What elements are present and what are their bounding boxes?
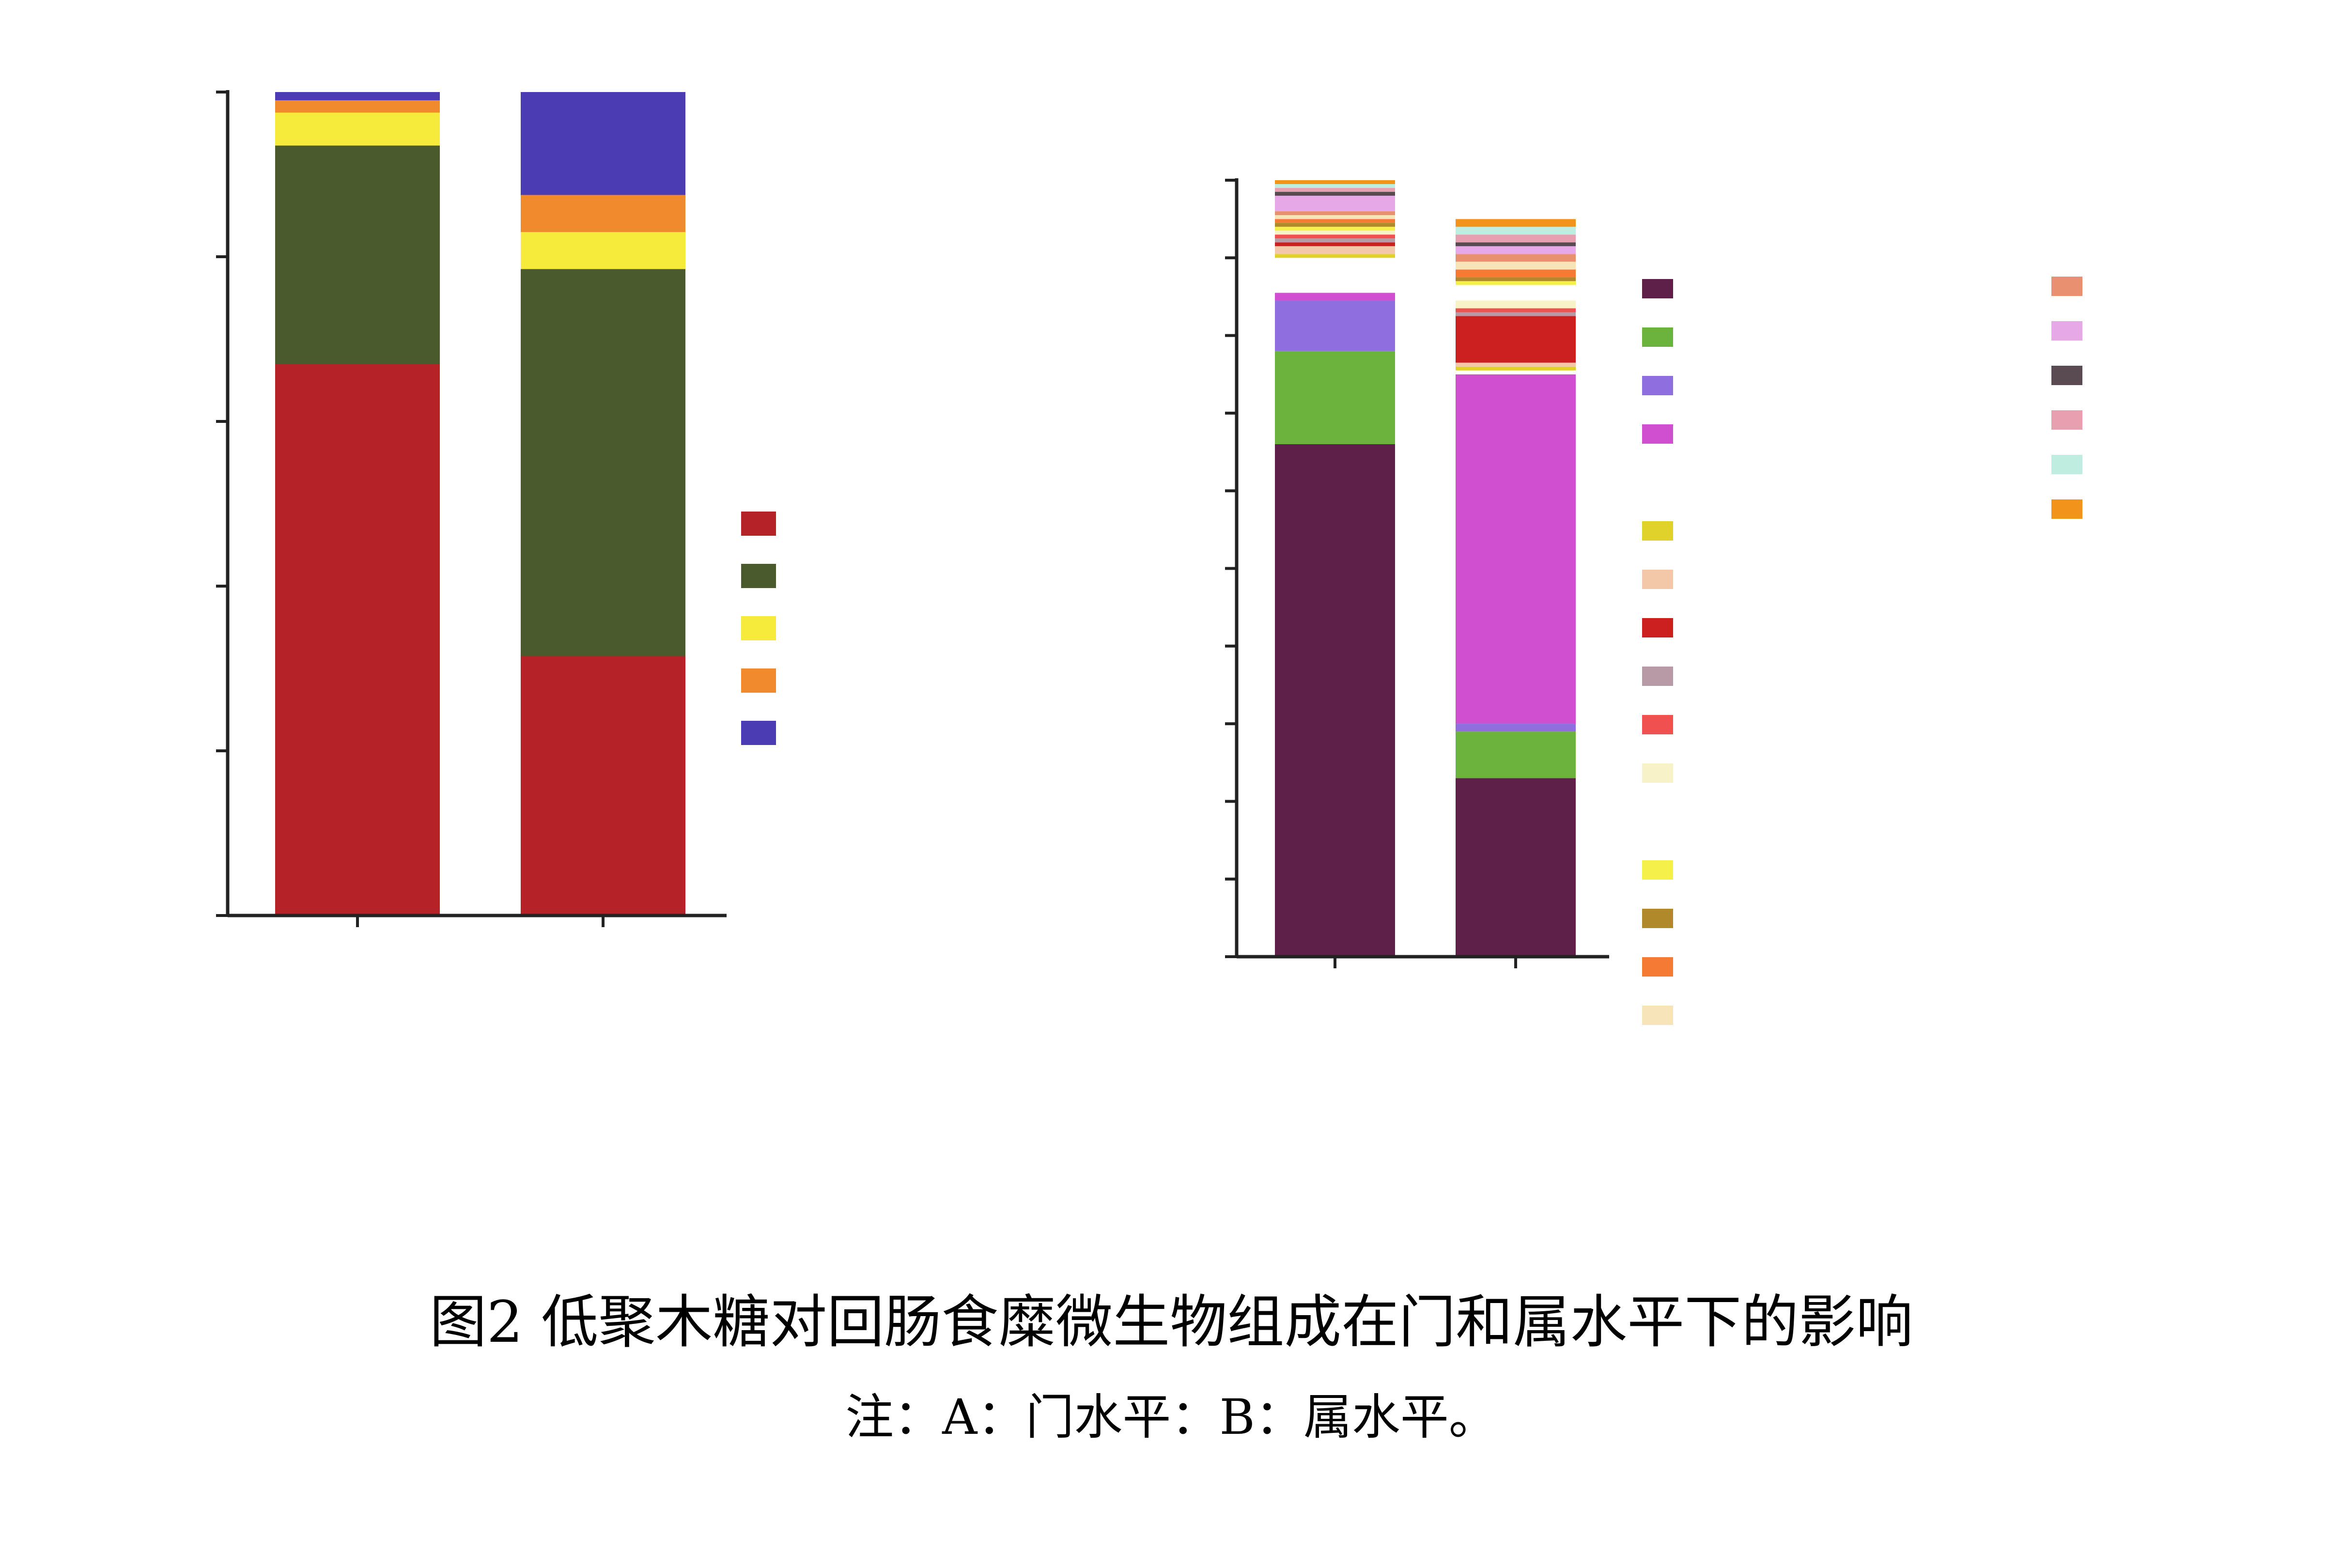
bar-segment-X-actinobacteria xyxy=(521,195,685,232)
legend-swatch-oscillospira xyxy=(2051,455,2082,474)
legend-swatch-propionibacterium xyxy=(1642,715,1673,734)
bar-segment-X-proteobacteria xyxy=(521,269,685,656)
chart-a xyxy=(216,90,776,927)
bar-segment-X-pothia xyxy=(1456,366,1576,371)
bar-segment-C-others xyxy=(275,112,440,146)
bar-segment-X-oscillospira xyxy=(1456,227,1576,235)
bar-segment-C-propionibacterium xyxy=(1275,234,1395,239)
legend-swatch-clostridium xyxy=(1642,667,1673,686)
bar-segment-C-roseburia xyxy=(1275,192,1395,196)
bar-segment-X-bacteroidetes xyxy=(521,92,685,195)
legend-swatch-staphylococcus xyxy=(1642,909,1673,928)
bar-segment-C-halomonas xyxy=(1275,293,1395,301)
legend-swatch-aggregatibacter xyxy=(1642,570,1673,589)
legend-swatch-firmicutes xyxy=(741,512,776,536)
bar-segment-C-weissella xyxy=(1275,215,1395,219)
legend-swatch-weissella xyxy=(1642,1006,1673,1025)
legend-swatch-corynebacterium xyxy=(1642,860,1673,880)
bar-segment-X-others xyxy=(521,232,685,269)
bar-segment-C-lactobacillus xyxy=(1275,258,1395,293)
figure-caption: 图2 低聚木糖对回肠食糜微生物组成在门和属水平下的影响 xyxy=(430,1289,1913,1355)
legend-swatch-halomonas xyxy=(1642,424,1673,444)
bar-segment-X-streptococcus xyxy=(1456,731,1576,778)
bar-segment-X-eubacterium xyxy=(1456,219,1576,227)
bar-segment-C-bacillus xyxy=(1275,231,1395,235)
bar-segment-X-megasphaera xyxy=(1456,234,1576,243)
legend-swatch-actinobacillus xyxy=(1642,376,1673,395)
legend-swatch-proteobacteria xyxy=(741,564,776,588)
bar-segment-C-actinobacillus xyxy=(1275,300,1395,351)
legend-swatch-blautia xyxy=(1642,957,1673,977)
legend-swatch-bacillus xyxy=(1642,763,1673,783)
bar-segment-C-aggregatibacter xyxy=(1275,246,1395,254)
bar-segment-C-firmicutes xyxy=(275,364,440,916)
bar-segment-C-dialister xyxy=(1275,196,1395,212)
bar-segment-C-actinobacteria xyxy=(275,100,440,113)
bar-segment-X-corynebacterium xyxy=(1456,281,1576,285)
legend-swatch-megasphaera xyxy=(2051,410,2082,430)
bar-segment-C-bacteroidetes xyxy=(275,92,440,100)
bar-segment-X-aggregatibacter xyxy=(1456,362,1576,367)
bar-segment-C-staphylococcus xyxy=(1275,223,1395,227)
bar-segment-X-prevotella xyxy=(1456,316,1576,363)
bar-segment-X-bacillus xyxy=(1456,300,1576,309)
bar-segment-C-corynebacterium xyxy=(1275,227,1395,231)
figure-note: 注：A：门水平：B：属水平。 xyxy=(845,1389,1497,1445)
bar-segment-X-dialister xyxy=(1456,246,1576,254)
bar-segment-X-propionibacterium xyxy=(1456,308,1576,312)
bar-segment-X-lactobacillus xyxy=(1456,370,1576,374)
bar-segment-C-pothia xyxy=(1275,254,1395,258)
bar-segment-X-weissella xyxy=(1456,262,1576,270)
bar-segment-C-prevotella xyxy=(1275,242,1395,247)
bar-segment-C-smb53 xyxy=(1275,176,1395,180)
bar-segment-X-smb53 xyxy=(1456,176,1576,219)
bar-segment-X-firmicutes xyxy=(521,656,685,916)
bar-segment-X-clostridium xyxy=(1456,312,1576,316)
bar-segment-C-proteobacteria xyxy=(275,145,440,364)
bar-segment-C-faecalibacterium xyxy=(1275,211,1395,216)
bar-segment-X-faecalibacterium xyxy=(1456,254,1576,262)
bar-segment-C-streptococcus xyxy=(1275,351,1395,445)
legend-swatch-others xyxy=(1642,279,1673,298)
bar-segment-C-clostridium xyxy=(1275,238,1395,243)
bar-segment-X-actinobacillus xyxy=(1456,724,1576,732)
legend-swatch-bacteroidetes xyxy=(741,721,776,745)
bar-segment-C-blautia xyxy=(1275,219,1395,223)
legend-swatch-pothia xyxy=(1642,521,1673,541)
legend-swatch-prevotella xyxy=(1642,618,1673,637)
legend-swatch-others xyxy=(741,616,776,640)
bar-segment-C-oscillospira xyxy=(1275,184,1395,188)
legend-swatch-eubacterium xyxy=(2051,499,2082,519)
bar-segment-X-pasteurella xyxy=(1456,285,1576,301)
legend-swatch-streptococcus xyxy=(1642,327,1673,347)
bar-segment-C-eubacterium xyxy=(1275,180,1395,185)
bar-segment-C-megasphaera xyxy=(1275,188,1395,192)
bar-segment-X-others xyxy=(1456,778,1576,957)
legend-swatch-roseburia xyxy=(2051,366,2082,385)
legend-swatch-dialister xyxy=(2051,321,2082,341)
legend-swatch-faecalibacterium xyxy=(2051,277,2082,296)
bar-segment-X-blautia xyxy=(1456,269,1576,278)
chart-b xyxy=(1225,176,2082,1025)
legend-swatch-actinobacteria xyxy=(741,668,776,693)
bar-segment-X-halomonas xyxy=(1456,374,1576,724)
bar-segment-X-staphylococcus xyxy=(1456,277,1576,281)
bar-segment-C-others xyxy=(1275,444,1395,957)
bar-segment-X-roseburia xyxy=(1456,242,1576,247)
